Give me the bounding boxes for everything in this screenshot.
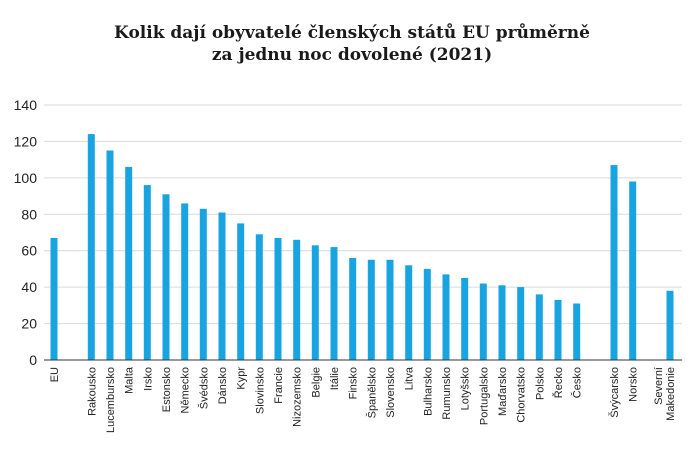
bar <box>199 208 207 360</box>
category-label: Litva <box>404 366 416 390</box>
category-labels: EU Rakousko Lucembursko Malta Irsko Estonsko N… <box>49 366 677 433</box>
bar <box>405 265 413 360</box>
y-tick-label: 0 <box>29 352 37 368</box>
category-label: Francie <box>273 367 285 404</box>
bar <box>50 238 58 360</box>
category-label: Polsko <box>534 367 546 400</box>
bar <box>554 299 562 360</box>
bar <box>237 223 245 360</box>
bar <box>517 287 525 360</box>
gridlines <box>44 104 682 325</box>
category-label: Řecko <box>552 367 565 398</box>
bar <box>274 238 282 360</box>
category-label: EU <box>49 367 61 382</box>
bar <box>573 303 581 360</box>
category-label: Maďarsko <box>497 367 509 416</box>
category-label: Itálie <box>329 367 341 390</box>
bar <box>479 283 487 360</box>
bar <box>125 166 133 360</box>
bar <box>535 294 543 360</box>
chart-title-line-2: za jednu noc dovolené (2021) <box>212 45 492 65</box>
bar <box>461 278 469 360</box>
bar <box>629 181 637 360</box>
category-label: Malta <box>124 366 136 394</box>
category-label: Estonsko <box>161 367 173 412</box>
category-label: Německo <box>180 367 192 413</box>
bar <box>181 203 189 360</box>
category-label: Rakousko <box>86 367 98 416</box>
category-label: Makedonie <box>665 367 677 421</box>
bar <box>367 259 375 360</box>
bar <box>498 285 506 360</box>
category-label: Slovensko <box>385 367 397 418</box>
y-tick-label: 80 <box>21 206 37 222</box>
category-label: Česko <box>571 367 584 398</box>
y-axis-tick-labels: 0 20 40 60 80 100 120 140 <box>14 97 38 368</box>
category-label: Dánsko <box>217 367 229 404</box>
bar <box>87 134 95 360</box>
y-tick-label: 140 <box>14 97 38 113</box>
category-label: Slovinsko <box>254 367 266 414</box>
y-tick-label: 20 <box>21 316 37 332</box>
bar <box>386 259 394 360</box>
category-label: Belgie <box>310 367 322 398</box>
bar <box>143 185 151 360</box>
category-label: Finsko <box>348 367 360 399</box>
bar <box>162 194 170 361</box>
category-label: Portugalsko <box>478 367 490 425</box>
bar <box>311 245 319 361</box>
category-label: Rumunsko <box>441 367 453 420</box>
bar <box>349 258 357 360</box>
chart-title-line-1: Kolik dají obyvatelé členských států EU … <box>114 22 590 43</box>
category-label: Švýcarsko <box>608 367 621 418</box>
y-tick-label: 60 <box>21 243 37 259</box>
bars <box>50 134 674 361</box>
category-label: Švédsko <box>197 367 210 409</box>
y-tick-label: 120 <box>14 133 38 149</box>
category-label: Irsko <box>142 367 154 391</box>
y-tick-label: 40 <box>21 279 37 295</box>
category-label: Kypr <box>236 367 248 390</box>
bar <box>423 268 431 360</box>
category-label: Severní <box>653 367 665 405</box>
bar <box>610 165 618 360</box>
category-label: Chorvatsko <box>516 367 528 423</box>
bar <box>330 247 338 360</box>
y-tick-label: 100 <box>14 170 38 186</box>
bar <box>218 212 226 360</box>
category-label: Lucembursko <box>105 367 117 433</box>
category-label: Nizozemsko <box>292 367 304 427</box>
bar <box>106 150 114 360</box>
category-label: Bulharsko <box>422 367 434 416</box>
bar <box>255 234 263 360</box>
bar <box>666 290 674 360</box>
category-label: Norsko <box>628 367 640 402</box>
category-label: Španělsko <box>365 367 378 418</box>
bar <box>293 239 301 360</box>
category-label: Lotyšsko <box>460 367 472 410</box>
bar <box>442 274 450 360</box>
